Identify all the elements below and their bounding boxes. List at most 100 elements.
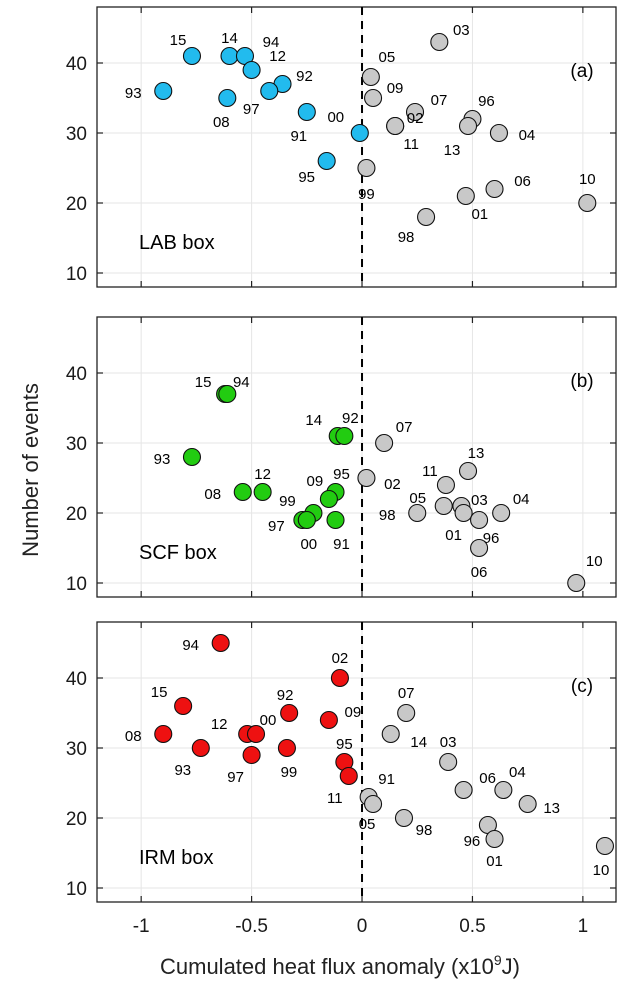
point-14	[220, 46, 239, 66]
point-06	[454, 780, 473, 800]
y-tick-label: 20	[66, 504, 87, 525]
point-93	[182, 447, 202, 467]
box-label: SCF box	[139, 542, 217, 564]
point-label: 01	[445, 527, 462, 544]
point-label: 95	[333, 466, 350, 483]
point-10	[578, 193, 597, 213]
point-99	[357, 158, 376, 178]
point-12	[253, 482, 272, 502]
point-label: 02	[332, 650, 349, 667]
point-98	[417, 207, 436, 227]
point-label: 93	[174, 762, 191, 779]
point-label: 00	[327, 109, 344, 126]
point-label: 93	[125, 85, 142, 102]
y-tick-label: 10	[66, 574, 87, 595]
y-tick-label: 20	[66, 809, 87, 830]
point-label: 95	[298, 169, 315, 186]
panel-tag: (b)	[570, 371, 593, 392]
point-02	[330, 668, 349, 688]
point-label: 15	[195, 374, 212, 391]
point-97	[260, 81, 279, 101]
y-tick-label: 10	[66, 879, 87, 900]
point-label: 13	[468, 445, 485, 462]
point-label: 12	[211, 716, 228, 733]
point-label: 12	[254, 466, 271, 483]
point-11	[436, 475, 455, 495]
axes-frame	[96, 6, 617, 288]
box-label: IRM box	[139, 847, 213, 869]
point-92	[335, 426, 354, 446]
point-label: 08	[213, 114, 230, 131]
point-label: 99	[281, 764, 298, 781]
point-98	[408, 503, 427, 523]
point-label: 13	[444, 142, 461, 159]
panel-c: 10 20 30 40 94 02 15 92 09 08 12 00 93 99 97 95 11 07 14 03…	[66, 621, 617, 903]
point-label: 14	[305, 412, 322, 429]
point-13	[458, 461, 478, 481]
point-09	[319, 710, 338, 730]
point-label: 09	[307, 473, 324, 490]
point-04	[494, 780, 513, 800]
point-94	[211, 633, 230, 653]
point-label: 07	[398, 685, 415, 702]
y-tick-label: 40	[66, 669, 87, 690]
panel-b: 10 20 30 40 15 94 14 92 93 12 08 95 09 99 97 00 91 07 13 02…	[66, 316, 617, 598]
point-label: 96	[478, 93, 495, 110]
point-10	[595, 836, 615, 856]
point-label: 98	[379, 507, 396, 524]
point-06	[470, 538, 489, 558]
point-label: 00	[300, 536, 317, 553]
point-label: 04	[513, 491, 530, 508]
point-label: 96	[483, 530, 500, 547]
point-label: 95	[336, 736, 353, 753]
point-99	[277, 738, 296, 758]
point-94	[218, 384, 237, 404]
point-03	[430, 32, 449, 52]
point-96	[470, 510, 489, 530]
point-01	[456, 186, 475, 206]
point-label: 92	[277, 687, 294, 704]
point-label: 14	[410, 734, 427, 751]
point-05	[364, 794, 383, 814]
point-label: 97	[243, 101, 260, 118]
point-label: 03	[440, 734, 457, 751]
point-label: 98	[416, 822, 433, 839]
point-label: 97	[227, 769, 244, 786]
y-tick-label: 40	[66, 364, 87, 385]
point-label: 94	[263, 34, 280, 51]
point-label: 07	[431, 92, 448, 109]
point-label: 05	[379, 49, 396, 66]
point-15	[174, 696, 193, 716]
point-label: 08	[125, 728, 142, 745]
point-11	[386, 116, 405, 136]
point-label: 06	[471, 564, 488, 581]
point-label: 11	[403, 136, 419, 153]
point-label: 11	[327, 790, 343, 807]
x-axis-label-main: Cumulated heat flux anomaly (x10	[160, 954, 494, 979]
point-label: 09	[345, 704, 362, 721]
point-label: 02	[407, 110, 424, 127]
point-00	[350, 123, 369, 143]
point-label: 10	[586, 553, 603, 570]
point-label: 01	[486, 853, 503, 870]
point-07	[375, 433, 394, 453]
point-08	[154, 724, 173, 744]
point-12	[242, 60, 261, 80]
x-axis-label-end: J)	[502, 954, 520, 979]
point-label: 97	[268, 518, 285, 535]
point-label: 04	[509, 764, 526, 781]
point-label: 10	[579, 171, 596, 188]
point-label: 06	[479, 770, 496, 787]
point-label: 09	[387, 80, 404, 97]
y-tick-label: 30	[66, 124, 87, 145]
point-label: 05	[409, 490, 426, 507]
y-axis-label: Number of events	[18, 383, 43, 557]
y-tick-label: 30	[66, 434, 87, 455]
point-06	[485, 179, 504, 199]
point-08	[218, 88, 237, 108]
point-13	[458, 116, 478, 136]
point-label: 05	[359, 816, 376, 833]
point-label: 07	[396, 419, 413, 436]
